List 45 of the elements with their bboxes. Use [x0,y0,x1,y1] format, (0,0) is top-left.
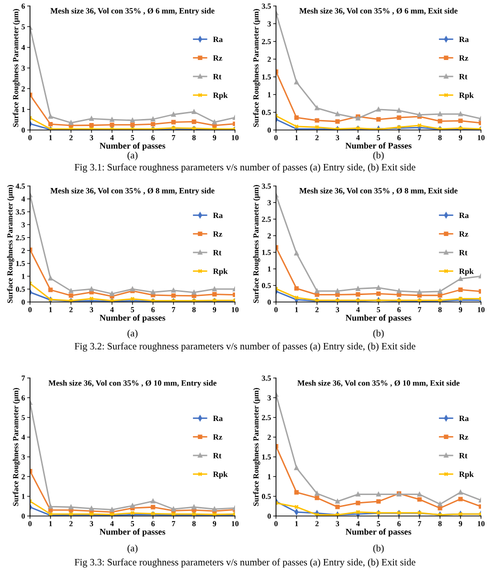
chart-title: Mesh size 36, Vol con 35% , Ø 8 mm, Entry side [50,188,214,196]
legend-label: Rz [213,231,222,237]
text: (a) [128,330,138,338]
legend-label: Ra [459,36,469,42]
caption: Fig 3.2: Surface roughness parameters v/s number of passes (a) Entry side, (b) Exit side [74,342,416,352]
x-axis-title: Number of passes [346,314,412,323]
legend-label: Ra [459,212,469,218]
legend-label: Rt [213,453,222,458]
legend-label: Rz [213,434,222,440]
legend-label: Rpk [459,268,474,276]
legend-label: Rt [459,453,468,458]
legend-label: Ra [459,416,469,422]
legend-label: Rpk [213,471,228,479]
text: (b) [373,152,384,160]
legend-label: Rpk [459,92,474,100]
x-axis-title: Number of passes [100,314,166,323]
chart-title: Mesh size 36, Vol con 35% , Ø 8 mm, Exit side [299,188,458,195]
caption: Fig 3.3: Surface roughness parameters v/s number of passes (a) Entry side, (b) Exit side [74,558,416,568]
legend-label: Rpk [213,268,228,276]
chart-title: Mesh size 36, Vol con 35% , Ø 10 mm, Entry side [48,380,216,388]
legend-label: Rz [459,55,468,61]
text: (b) [373,544,384,554]
legend-label: Ra [213,416,223,422]
legend-label: Rz [213,55,222,61]
chart-title: Mesh size 36, Vol con 35% , Ø 10 mm, Exit side [297,380,460,387]
caption: Fig 3.1: Surface roughness parameters v/s number of passes (a) Entry side, (b) Exit side [74,164,416,172]
text: (a) [128,544,138,554]
legend-label: Rt [213,74,222,80]
text: (b) [373,330,384,338]
legend-label: Rz [459,434,468,440]
x-axis-title: Number of passes [346,528,412,537]
legend-label: Rt [459,250,468,256]
legend-label: Ra [213,212,223,218]
x-axis-title: Number of passes [100,528,166,537]
legend-label: Rt [213,250,222,256]
legend-label: Ra [213,36,223,42]
legend-label: Rpk [459,471,474,479]
chart-title: Mesh size 36, Vol con 35% , Ø 6 mm, Entry side [50,8,214,16]
legend-label: Rpk [213,92,228,100]
text: (a) [128,152,138,160]
x-axis-title: Number of passes [100,142,166,151]
chart-title: Mesh size 36, Vol con 35% , Ø 6 mm, Exit side [299,8,458,15]
x-axis-title: Number of Passes [345,142,412,149]
legend-label: Rz [459,231,468,237]
legend-label: Rt [459,74,468,80]
